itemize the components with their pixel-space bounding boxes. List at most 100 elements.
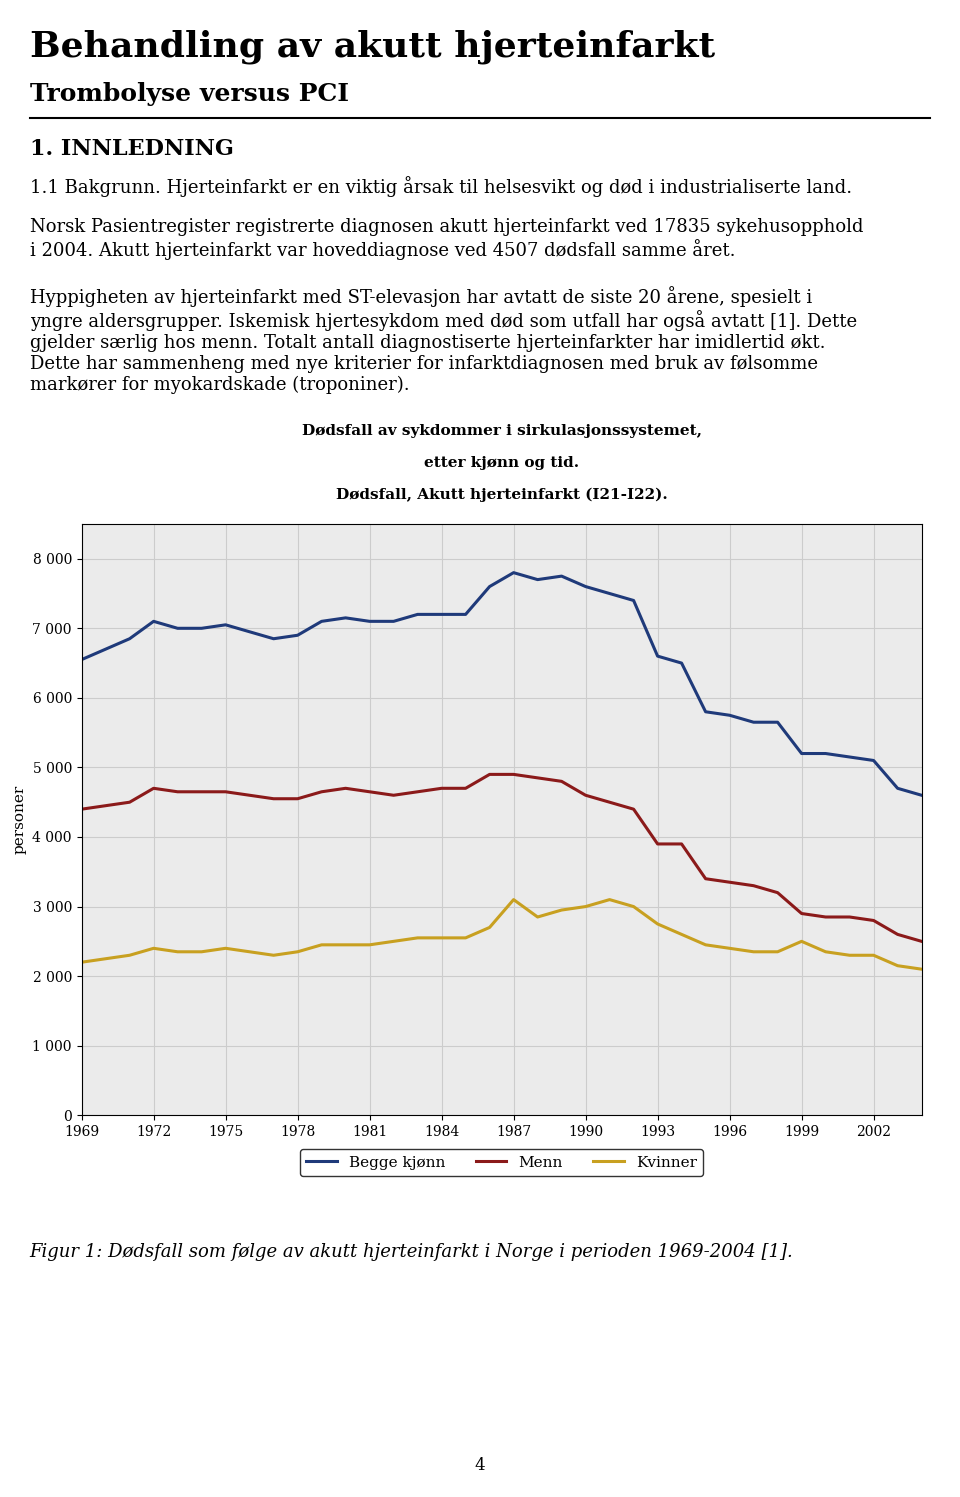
Menn	[508, 765, 519, 783]
Begge kjønn	[244, 623, 255, 641]
Begge kjønn	[676, 654, 687, 672]
Menn	[460, 780, 471, 798]
Kvinner	[820, 943, 831, 961]
Menn	[172, 783, 183, 801]
Begge kjønn	[844, 748, 855, 766]
Menn	[700, 870, 711, 888]
Text: Dødsfall av sykdommer i sirkulasjonssystemet,: Dødsfall av sykdommer i sirkulasjonssyst…	[301, 424, 702, 437]
Menn	[148, 780, 159, 798]
Text: Figur 1: Dødsfall som følge av akutt hjerteinfarkt i Norge i perioden 1969-2004 : Figur 1: Dødsfall som følge av akutt hje…	[29, 1243, 793, 1260]
Text: Hyppigheten av hjerteinfarkt med ST-elevasjon har avtatt de siste 20 årene, spes: Hyppigheten av hjerteinfarkt med ST-elev…	[30, 286, 857, 394]
Kvinner	[148, 939, 159, 957]
Menn	[820, 909, 831, 927]
Begge kjønn	[172, 620, 183, 638]
Menn	[412, 783, 423, 801]
Line: Kvinner: Kvinner	[82, 900, 922, 969]
Begge kjønn	[412, 605, 423, 623]
Menn	[772, 883, 783, 901]
Kvinner	[700, 936, 711, 954]
Menn	[220, 783, 231, 801]
Text: Norsk Pasientregister registrerte diagnosen akutt hjerteinfarkt ved 17835 sykehu: Norsk Pasientregister registrerte diagno…	[30, 219, 863, 260]
Text: 4: 4	[474, 1457, 486, 1475]
Menn	[364, 783, 375, 801]
Menn	[676, 835, 687, 853]
Kvinner	[556, 901, 567, 919]
Begge kjønn	[340, 609, 351, 627]
Kvinner	[196, 943, 207, 961]
Begge kjønn	[652, 647, 663, 665]
Kvinner	[868, 946, 879, 964]
Begge kjønn	[748, 713, 759, 731]
Begge kjønn	[916, 786, 927, 804]
Menn	[292, 790, 303, 808]
Menn	[916, 933, 927, 951]
Begge kjønn	[364, 612, 375, 630]
Menn	[436, 780, 447, 798]
Text: Dødsfall, Akutt hjerteinfarkt (I21-I22).: Dødsfall, Akutt hjerteinfarkt (I21-I22).	[336, 488, 667, 503]
Menn	[580, 786, 591, 804]
Menn	[652, 835, 663, 853]
Menn	[484, 765, 495, 783]
Menn	[868, 912, 879, 930]
Kvinner	[340, 936, 351, 954]
Menn	[532, 769, 543, 787]
Menn	[244, 786, 255, 804]
Kvinner	[412, 928, 423, 946]
Menn	[892, 925, 903, 943]
Text: Trombolyse versus PCI: Trombolyse versus PCI	[30, 82, 349, 106]
Line: Begge kjønn: Begge kjønn	[82, 573, 922, 795]
Begge kjønn	[124, 630, 135, 648]
Menn	[316, 783, 327, 801]
Text: 1.1 Bakgrunn. Hjerteinfarkt er en viktig årsak til helsesvikt og død i industria: 1.1 Bakgrunn. Hjerteinfarkt er en viktig…	[30, 177, 852, 198]
Begge kjønn	[196, 620, 207, 638]
Kvinner	[220, 939, 231, 957]
Menn	[196, 783, 207, 801]
Legend: Begge kjønn, Menn, Kvinner: Begge kjønn, Menn, Kvinner	[300, 1150, 704, 1175]
Begge kjønn	[292, 626, 303, 644]
Kvinner	[484, 919, 495, 937]
Menn	[340, 780, 351, 798]
Kvinner	[172, 943, 183, 961]
Kvinner	[124, 946, 135, 964]
Begge kjønn	[388, 612, 399, 630]
Begge kjønn	[268, 630, 279, 648]
Begge kjønn	[628, 591, 639, 609]
Kvinner	[436, 928, 447, 946]
Menn	[604, 793, 615, 811]
Begge kjønn	[700, 702, 711, 720]
Line: Menn: Menn	[82, 774, 922, 942]
Begge kjønn	[724, 707, 735, 725]
Begge kjønn	[508, 564, 519, 582]
Menn	[124, 793, 135, 811]
Kvinner	[268, 946, 279, 964]
Begge kjønn	[460, 605, 471, 623]
Menn	[76, 801, 87, 819]
Menn	[628, 801, 639, 819]
Kvinner	[244, 943, 255, 961]
Y-axis label: personer: personer	[12, 784, 27, 855]
Begge kjønn	[772, 713, 783, 731]
Text: etter kjønn og tid.: etter kjønn og tid.	[424, 457, 579, 470]
Text: Behandling av akutt hjerteinfarkt: Behandling av akutt hjerteinfarkt	[30, 30, 715, 64]
Begge kjønn	[796, 744, 807, 762]
Menn	[100, 796, 111, 814]
Kvinner	[508, 891, 519, 909]
Menn	[556, 772, 567, 790]
Begge kjønn	[820, 744, 831, 762]
Kvinner	[316, 936, 327, 954]
Kvinner	[388, 933, 399, 951]
Kvinner	[76, 954, 87, 972]
Menn	[268, 790, 279, 808]
Kvinner	[292, 943, 303, 961]
Kvinner	[844, 946, 855, 964]
Kvinner	[892, 957, 903, 975]
Begge kjønn	[100, 641, 111, 659]
Begge kjønn	[316, 612, 327, 630]
Menn	[844, 909, 855, 927]
Text: 1. INNLEDNING: 1. INNLEDNING	[30, 138, 234, 160]
Kvinner	[652, 915, 663, 933]
Kvinner	[772, 943, 783, 961]
Kvinner	[724, 939, 735, 957]
Begge kjønn	[604, 584, 615, 602]
Begge kjønn	[868, 751, 879, 769]
